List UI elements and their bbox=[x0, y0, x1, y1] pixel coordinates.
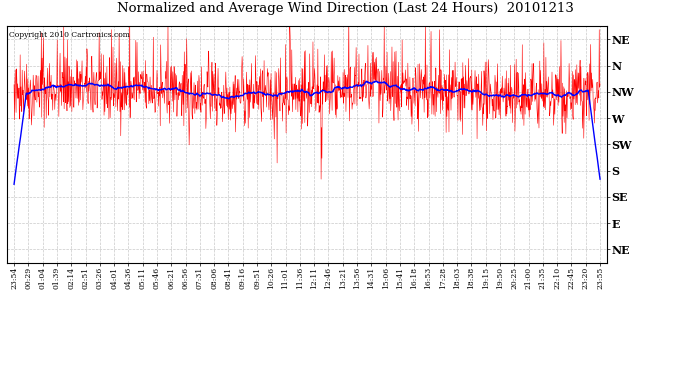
Text: Normalized and Average Wind Direction (Last 24 Hours)  20101213: Normalized and Average Wind Direction (L… bbox=[117, 2, 573, 15]
Text: Copyright 2010 Cartronics.com: Copyright 2010 Cartronics.com bbox=[9, 31, 130, 39]
